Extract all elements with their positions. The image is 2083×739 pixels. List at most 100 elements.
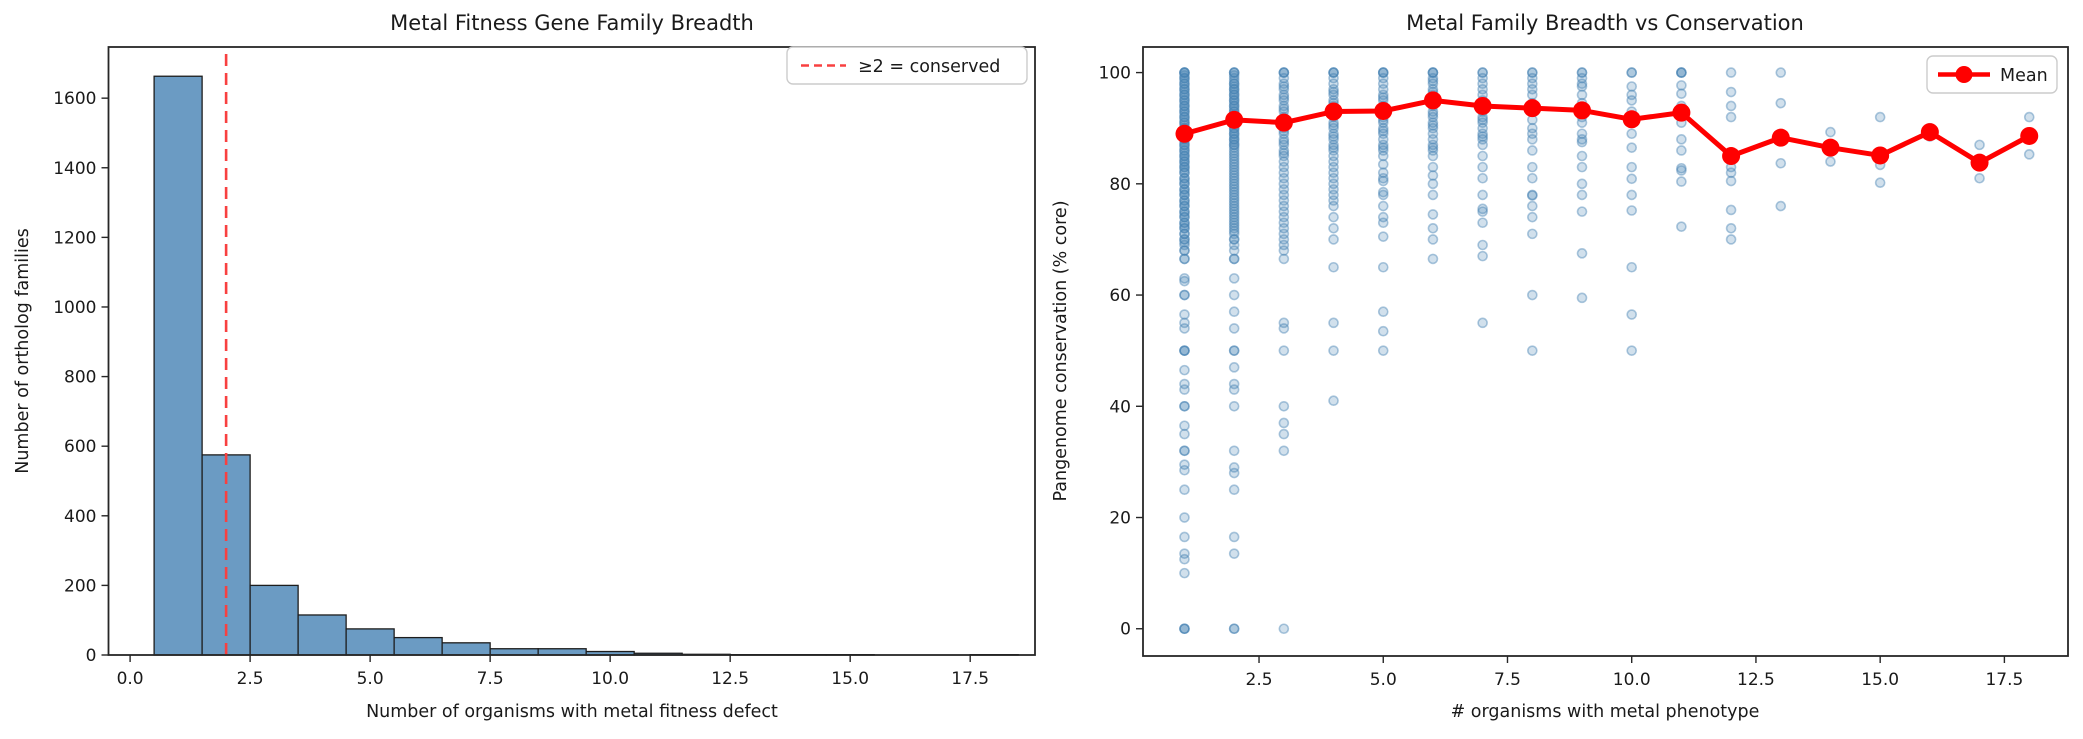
scatter-point bbox=[1180, 291, 1189, 300]
scatter-point bbox=[1279, 418, 1288, 427]
histogram-bar bbox=[394, 638, 442, 655]
scatter-point bbox=[1727, 224, 1736, 233]
y-tick-label: 60 bbox=[1109, 286, 1131, 306]
x-tick-label: 12.5 bbox=[711, 669, 749, 689]
x-tick-label: 12.5 bbox=[1737, 670, 1775, 690]
scatter-point bbox=[1876, 178, 1885, 187]
scatter-point bbox=[1230, 346, 1239, 355]
scatter-point bbox=[1478, 174, 1487, 183]
scatter-point bbox=[1627, 143, 1636, 152]
x-tick-label: 5.0 bbox=[1370, 670, 1397, 690]
y-tick-label: 1600 bbox=[53, 89, 96, 109]
scatter-point bbox=[1627, 163, 1636, 172]
scatter-point bbox=[1478, 68, 1487, 77]
scatter-point bbox=[1776, 202, 1785, 211]
scatter-point bbox=[1180, 310, 1189, 319]
mean-point bbox=[1474, 97, 1492, 115]
scatter-point bbox=[1279, 346, 1288, 355]
scatter-point bbox=[1279, 624, 1288, 633]
left-plot-ylabel: Number of ortholog families bbox=[13, 228, 33, 474]
left-plot-title: Metal Fitness Gene Family Breadth bbox=[390, 11, 754, 35]
scatter-point bbox=[1230, 624, 1239, 633]
scatter-point bbox=[1230, 274, 1239, 283]
y-tick-label: 0 bbox=[86, 646, 97, 666]
x-tick-label: 15.0 bbox=[1861, 670, 1899, 690]
scatter-point bbox=[1677, 81, 1686, 90]
scatter-point bbox=[1329, 318, 1338, 327]
x-tick-label: 2.5 bbox=[1246, 670, 1273, 690]
y-tick-label: 80 bbox=[1109, 175, 1131, 195]
scatter-point bbox=[1677, 177, 1686, 186]
scatter-point bbox=[1578, 163, 1587, 172]
scatter-point bbox=[1180, 346, 1189, 355]
scatter-point bbox=[1230, 68, 1239, 77]
scatter-point bbox=[1180, 513, 1189, 522]
scatter-point bbox=[1528, 346, 1537, 355]
scatter-point bbox=[1727, 88, 1736, 97]
scatter-point bbox=[1379, 213, 1388, 222]
scatter-point bbox=[1727, 205, 1736, 214]
scatter-point bbox=[2025, 150, 2034, 159]
scatter-point bbox=[1329, 235, 1338, 244]
scatter-point bbox=[1428, 235, 1437, 244]
scatter-point bbox=[1677, 164, 1686, 173]
scatter-point bbox=[1329, 68, 1338, 77]
scatter-point bbox=[1826, 128, 1835, 137]
scatter-point bbox=[1428, 163, 1437, 172]
scatter-point bbox=[1379, 68, 1388, 77]
histogram-bar bbox=[346, 629, 394, 655]
x-tick-label: 5.0 bbox=[357, 669, 384, 689]
mean-point bbox=[1722, 147, 1740, 165]
scatter-point bbox=[1329, 396, 1338, 405]
scatter-point bbox=[1627, 190, 1636, 199]
x-tick-label: 7.5 bbox=[1494, 670, 1521, 690]
scatter-point bbox=[1230, 307, 1239, 316]
right-plot-xlabel: # organisms with metal phenotype bbox=[1451, 702, 1760, 722]
right-legend-label: Mean bbox=[2000, 66, 2048, 86]
scatter-point bbox=[1180, 380, 1189, 389]
scatter-point bbox=[1776, 159, 1785, 168]
x-tick-label: 10.0 bbox=[1613, 670, 1651, 690]
scatter-point bbox=[1428, 68, 1437, 77]
left-plot-xlabel: Number of organisms with metal fitness d… bbox=[366, 702, 778, 722]
scatter-point bbox=[1627, 263, 1636, 272]
y-tick-label: 600 bbox=[64, 437, 96, 457]
mean-point bbox=[1672, 104, 1690, 122]
scatter-point bbox=[1528, 291, 1537, 300]
scatter-point bbox=[1428, 224, 1437, 233]
scatter-point bbox=[1180, 274, 1189, 283]
scatter-point bbox=[1329, 346, 1338, 355]
scatter-point bbox=[1428, 190, 1437, 199]
mean-point bbox=[1523, 99, 1541, 117]
scatter-point bbox=[1627, 310, 1636, 319]
scatter-point bbox=[1230, 324, 1239, 333]
scatter-point bbox=[1230, 363, 1239, 372]
scatter-point bbox=[1279, 430, 1288, 439]
scatter-point bbox=[1478, 240, 1487, 249]
mean-point bbox=[1821, 139, 1839, 157]
scatter-point bbox=[1379, 263, 1388, 272]
scatter-point bbox=[1279, 68, 1288, 77]
scatter-point bbox=[1528, 174, 1537, 183]
scatter-point bbox=[1826, 157, 1835, 166]
scatter-point bbox=[1428, 210, 1437, 219]
scatter-point bbox=[1578, 129, 1587, 138]
scatter-point bbox=[1230, 380, 1239, 389]
scatter-point bbox=[1627, 68, 1636, 77]
x-tick-label: 15.0 bbox=[831, 669, 869, 689]
legend-mean-marker-sample bbox=[1956, 66, 1973, 83]
mean-point bbox=[1175, 125, 1193, 143]
mean-point bbox=[1623, 110, 1641, 128]
scatter-point bbox=[1727, 235, 1736, 244]
scatter-point bbox=[1478, 204, 1487, 213]
histogram-bar bbox=[298, 615, 346, 655]
scatter-point bbox=[1627, 346, 1636, 355]
scatter-point bbox=[1627, 82, 1636, 91]
scatter-point bbox=[1727, 68, 1736, 77]
histogram-bar bbox=[490, 649, 538, 655]
y-tick-label: 200 bbox=[64, 576, 96, 596]
right-plot-title: Metal Family Breadth vs Conservation bbox=[1406, 11, 1804, 35]
